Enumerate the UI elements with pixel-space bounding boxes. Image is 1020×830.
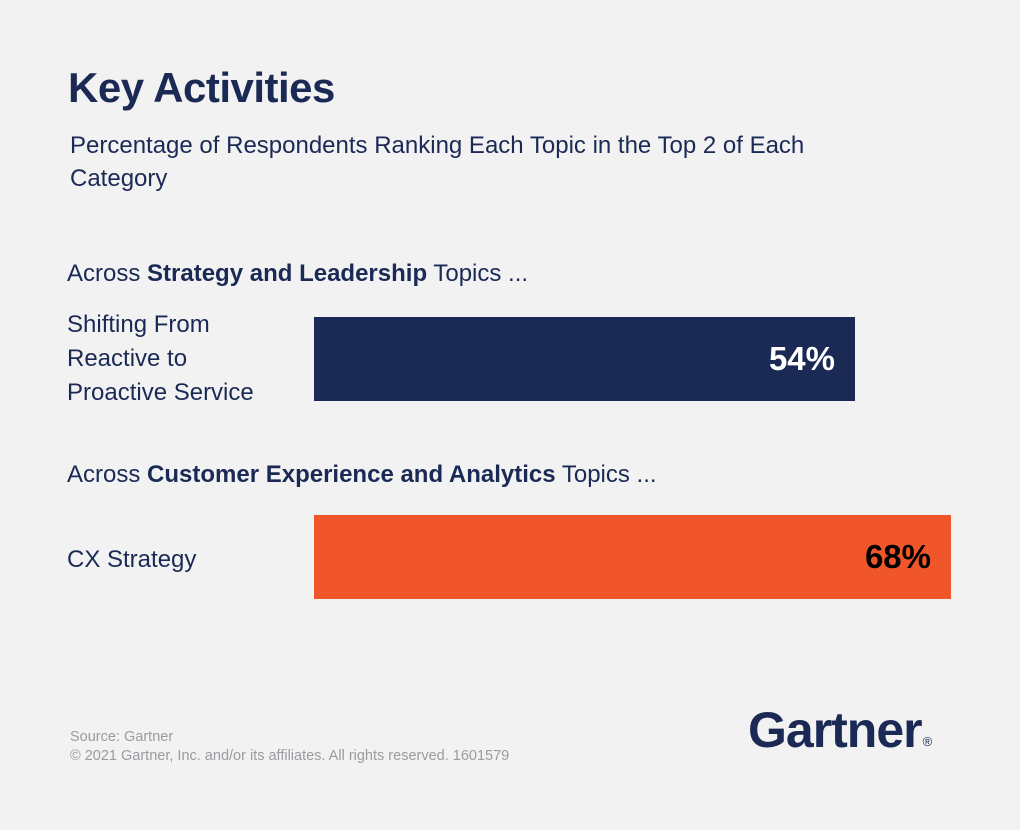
heading-prefix: Across — [67, 461, 141, 488]
bar-value-label: 68% — [864, 538, 931, 575]
gartner-logo-text: Gartner — [748, 702, 923, 758]
heading-suffix: Topics ... — [427, 260, 529, 287]
bar-proactive-service: 54% — [314, 317, 855, 401]
bar-cx-strategy: 68% — [314, 515, 951, 599]
source-note: Source: Gartner — [70, 729, 174, 745]
registered-trademark-icon: ® — [922, 734, 933, 749]
heading-topic-bold: Strategy and Leadership — [140, 260, 428, 287]
footer: Source: Gartner © 2021 Gartner, Inc. and… — [70, 728, 509, 765]
section-heading-cx-analytics: Across Customer Experience and Analytics… — [67, 461, 657, 489]
bar-value-label: 54% — [768, 340, 835, 377]
section-heading-strategy-leadership: Across Strategy and Leadership Topics ..… — [67, 260, 528, 288]
bar-label-cx-strategy: CX Strategy — [67, 546, 197, 573]
bar-label-proactive-service: Shifting From Reactive to Proactive Serv… — [67, 311, 254, 406]
page-subtitle: Percentage of Respondents Ranking Each T… — [70, 132, 805, 192]
heading-prefix: Across — [67, 260, 141, 287]
gartner-logo: Gartner ® — [748, 702, 932, 758]
heading-suffix: Topics ... — [555, 461, 657, 488]
heading-topic-bold: Customer Experience and Analytics — [140, 461, 556, 488]
page-title: Key Activities — [68, 64, 335, 111]
copyright-note: © 2021 Gartner, Inc. and/or its affiliat… — [70, 747, 510, 764]
